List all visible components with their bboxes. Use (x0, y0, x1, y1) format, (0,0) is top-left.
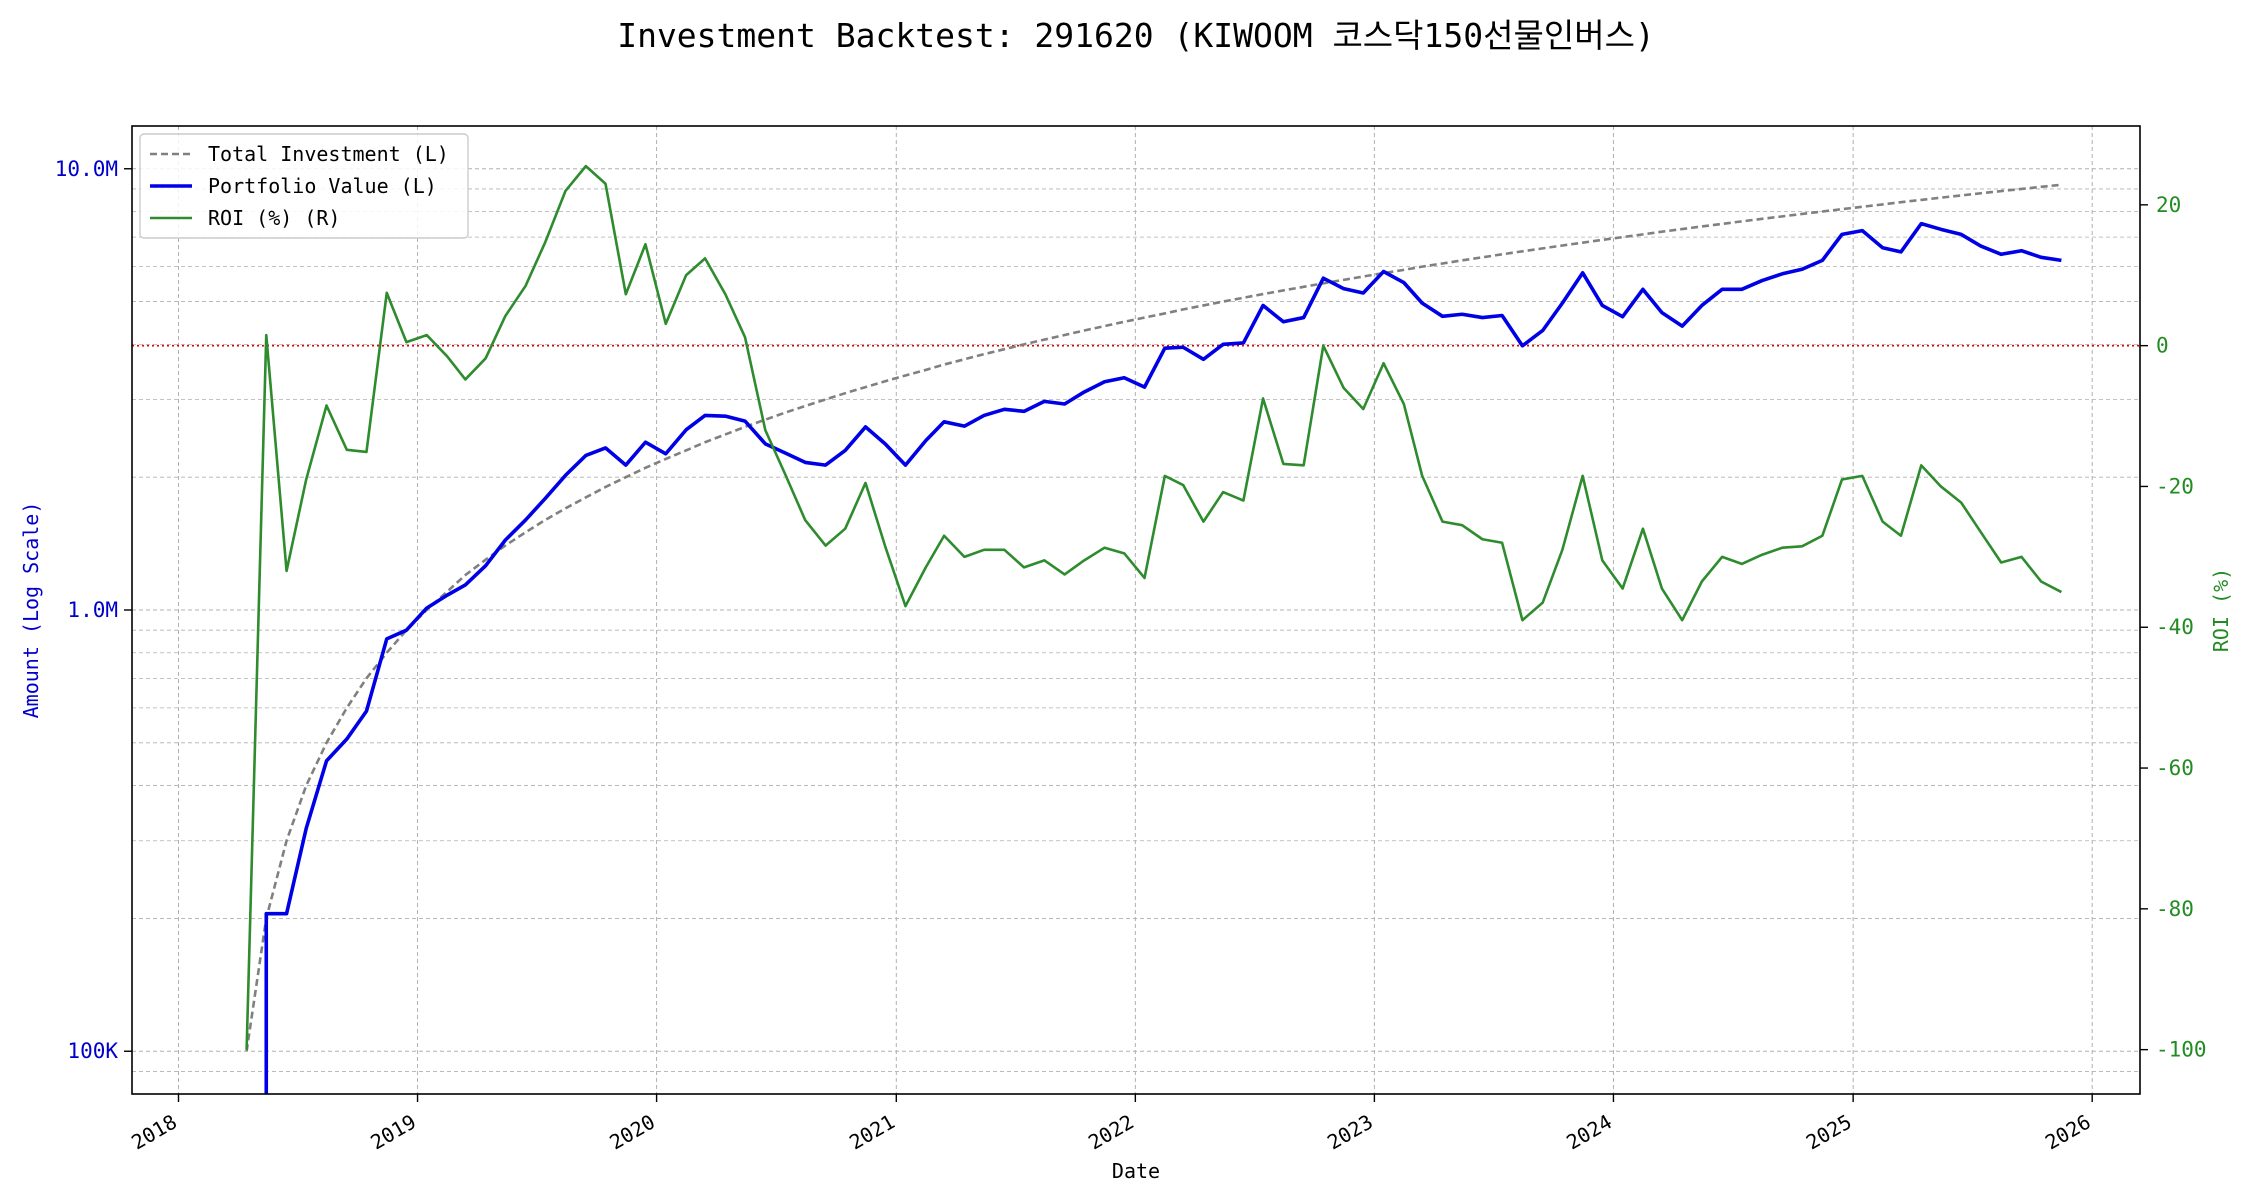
right-tick-label: 0 (2156, 334, 2169, 358)
series-total-investment (245, 183, 2062, 1052)
right-tick-label: -60 (2156, 756, 2194, 780)
right-tick-label: 20 (2156, 193, 2181, 217)
legend-label-total-investment: Total Investment (L) (208, 142, 449, 166)
right-axis-ticks: -100 -80 -60 -40 -20 0 20 (2140, 193, 2207, 1062)
left-tick-label: 10.0M (55, 157, 118, 181)
x-axis-label: Date (1112, 1159, 1160, 1183)
legend: Total Investment (L) Portfolio Value (L)… (139, 133, 469, 239)
left-tick-label: 1.0M (67, 598, 118, 622)
series-roi (245, 164, 2063, 1050)
series-portfolio-value (264, 221, 2062, 1094)
left-axis-label: Amount (Log Scale) (19, 502, 43, 719)
right-tick-label: -20 (2156, 474, 2194, 498)
left-tick-label: 100K (67, 1039, 118, 1063)
legend-box (139, 133, 469, 239)
right-tick-label: -80 (2156, 897, 2194, 921)
legend-label-roi: ROI (%) (R) (208, 206, 340, 230)
series-layer (245, 164, 2063, 1094)
left-axis-ticks: 100K 1.0M 10.0M (55, 157, 132, 1063)
right-tick-label: -40 (2156, 615, 2194, 639)
right-tick-label: -100 (2156, 1038, 2207, 1062)
legend-label-portfolio-value: Portfolio Value (L) (208, 174, 437, 198)
chart-title: Investment Backtest: 291620 (KIWOOM 코스닥1… (617, 16, 1655, 55)
right-axis-label: ROI (%) (2209, 568, 2233, 652)
